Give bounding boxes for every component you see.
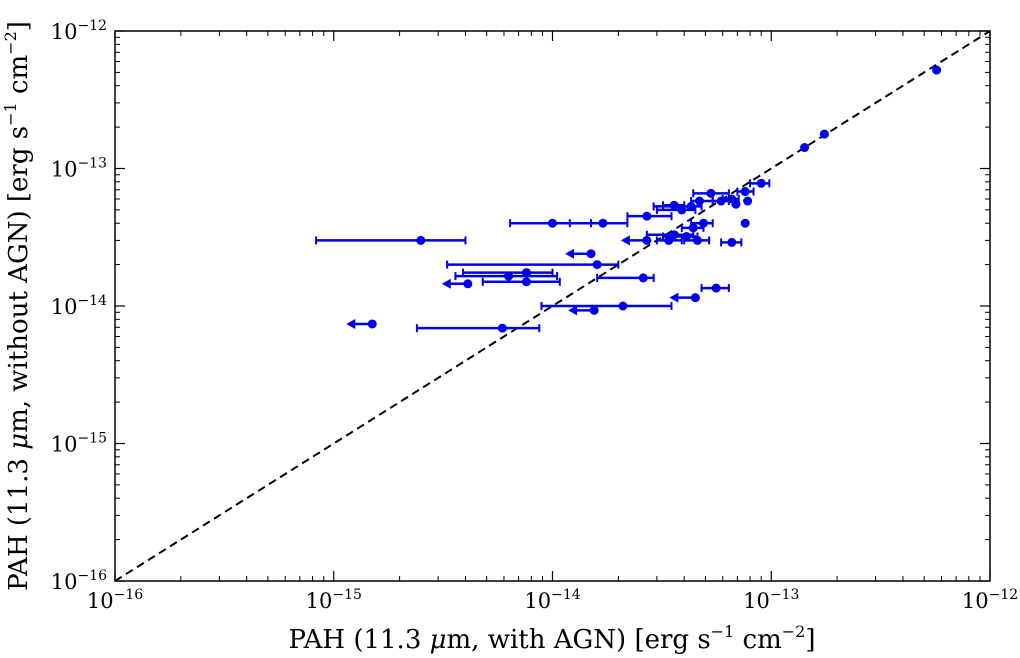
data-point bbox=[800, 143, 810, 153]
marker bbox=[706, 188, 716, 198]
one-to-one-line bbox=[114, 30, 991, 582]
marker bbox=[743, 196, 753, 206]
marker bbox=[932, 65, 942, 75]
marker bbox=[716, 196, 726, 206]
marker bbox=[800, 143, 810, 153]
data-point bbox=[743, 196, 753, 206]
marker bbox=[521, 277, 531, 287]
marker bbox=[463, 279, 473, 289]
data-point bbox=[540, 301, 673, 311]
marker bbox=[638, 273, 648, 283]
data-point bbox=[692, 188, 730, 198]
marker bbox=[618, 301, 628, 311]
data-point bbox=[441, 278, 473, 289]
marker bbox=[664, 235, 674, 245]
marker bbox=[727, 237, 737, 247]
upper-limit-arrow bbox=[565, 248, 575, 259]
marker bbox=[548, 218, 557, 228]
data-point bbox=[740, 218, 750, 228]
x-tick-label: 10−15 bbox=[306, 587, 362, 613]
data-point bbox=[819, 129, 829, 139]
x-tick-label: 10−12 bbox=[962, 587, 1018, 613]
x-tick-label: 10−16 bbox=[87, 587, 143, 613]
data-point bbox=[680, 223, 705, 233]
upper-limit-arrow bbox=[346, 318, 356, 329]
marker bbox=[692, 235, 702, 245]
upper-limit-arrow bbox=[568, 305, 578, 316]
x-axis-label: PAH (11.3 μm, with AGN) [erg s−1 cm−2] bbox=[289, 622, 816, 655]
data-point bbox=[415, 323, 541, 333]
data-point bbox=[731, 199, 741, 209]
data-point bbox=[481, 277, 561, 287]
marker bbox=[642, 211, 652, 221]
x-tick-label: 10−14 bbox=[524, 587, 580, 613]
marker bbox=[756, 178, 766, 188]
data-point bbox=[509, 218, 593, 228]
data-point bbox=[620, 235, 652, 246]
data-point bbox=[736, 187, 755, 197]
marker bbox=[711, 283, 721, 293]
data-point bbox=[565, 248, 596, 259]
marker bbox=[642, 235, 652, 245]
marker bbox=[589, 305, 599, 315]
data-point bbox=[932, 65, 942, 75]
marker bbox=[592, 260, 602, 270]
data-point bbox=[346, 318, 377, 329]
marker bbox=[819, 129, 829, 139]
y-axis-label: PAH (11.3 μm, without AGN) [erg s−1 cm−2… bbox=[1, 21, 34, 591]
marker bbox=[416, 235, 426, 245]
data-point bbox=[568, 305, 599, 316]
y-tick-label: 10−14 bbox=[51, 293, 107, 319]
upper-limit-arrow bbox=[441, 278, 451, 289]
data-point bbox=[315, 235, 467, 245]
data-point bbox=[645, 230, 695, 240]
data-point bbox=[626, 211, 673, 221]
marker bbox=[669, 230, 679, 240]
marker bbox=[740, 218, 750, 228]
data-point bbox=[700, 283, 730, 293]
marker bbox=[598, 218, 608, 228]
y-tick-label: 10−12 bbox=[51, 18, 107, 44]
marker bbox=[698, 218, 708, 228]
marker bbox=[731, 199, 741, 209]
marker bbox=[688, 223, 698, 233]
data-point bbox=[596, 273, 655, 283]
marker bbox=[504, 271, 514, 281]
marker bbox=[367, 319, 377, 329]
data-point bbox=[655, 235, 683, 245]
y-tick-label: 10−16 bbox=[51, 568, 107, 594]
data-point bbox=[669, 292, 700, 303]
marker bbox=[690, 293, 700, 303]
data-point bbox=[749, 178, 771, 188]
marker bbox=[497, 323, 507, 333]
data-point bbox=[655, 205, 697, 215]
upper-limit-arrow bbox=[620, 235, 630, 246]
data-point bbox=[683, 235, 711, 245]
data-point bbox=[454, 271, 559, 281]
upper-limit-arrow bbox=[669, 292, 679, 303]
data-point bbox=[720, 237, 743, 247]
marker bbox=[521, 268, 531, 278]
y-tick-label: 10−15 bbox=[51, 431, 107, 457]
data-point bbox=[568, 218, 629, 228]
x-tick-label: 10−13 bbox=[743, 587, 799, 613]
marker bbox=[695, 196, 705, 206]
data-point bbox=[446, 260, 620, 270]
marker bbox=[740, 187, 750, 197]
marker bbox=[677, 205, 687, 215]
marker bbox=[586, 249, 596, 259]
y-tick-label: 10−13 bbox=[51, 156, 107, 182]
